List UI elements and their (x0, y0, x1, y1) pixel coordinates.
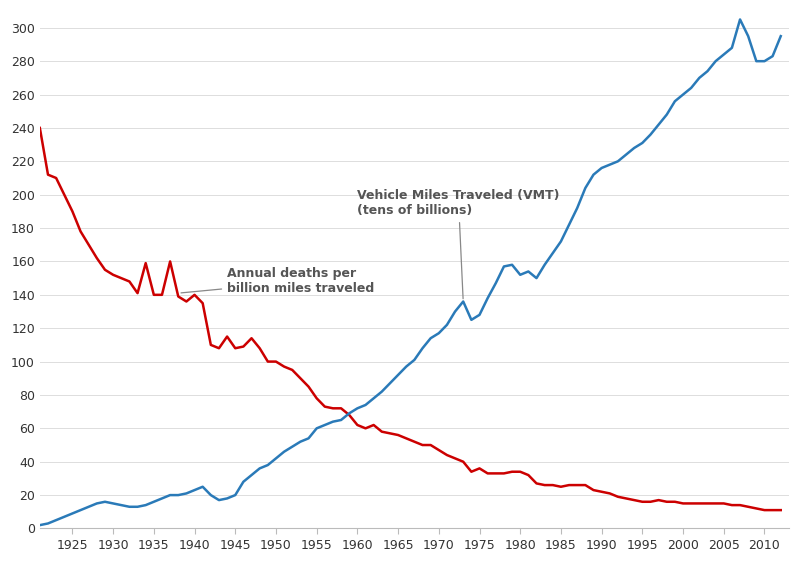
Text: Annual deaths per
billion miles traveled: Annual deaths per billion miles traveled (181, 267, 374, 296)
Text: Vehicle Miles Traveled (VMT)
(tens of billions): Vehicle Miles Traveled (VMT) (tens of bi… (358, 189, 560, 299)
